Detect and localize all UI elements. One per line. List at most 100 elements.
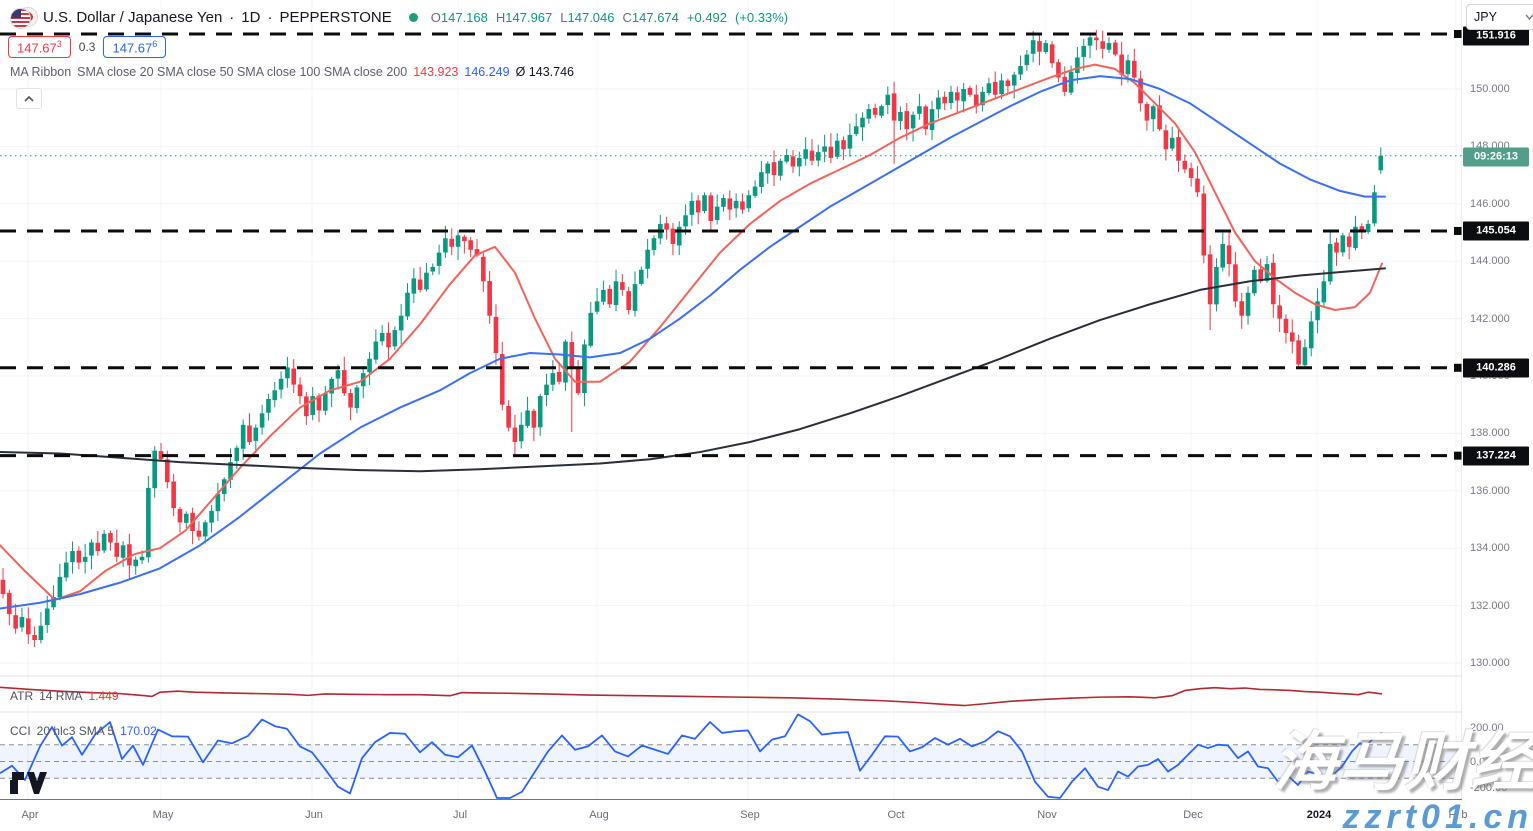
time-label: Oct — [887, 809, 905, 821]
candle-body — [815, 152, 821, 161]
candle-body — [929, 109, 935, 130]
atr-line — [0, 686, 1383, 707]
candle-body — [285, 367, 290, 379]
tradingview-logo-icon[interactable] — [10, 772, 47, 794]
cci-tick: 0.00 — [1470, 755, 1492, 768]
ma-ribbon-legend[interactable]: MA Ribbon SMA close 20 SMA close 50 SMA … — [10, 65, 574, 79]
time-label: Nov — [1037, 809, 1057, 821]
candle-body — [335, 370, 341, 379]
candle-body — [1315, 301, 1320, 321]
price-tick: 146.000 — [1470, 197, 1510, 210]
candle-body — [531, 410, 537, 428]
candle-body — [822, 146, 827, 152]
candle-body — [733, 200, 739, 209]
candle-body — [1144, 103, 1150, 121]
candle-body — [398, 315, 404, 331]
candle-body — [1056, 62, 1061, 78]
sell-button[interactable]: 147.673 — [8, 36, 71, 59]
candle-body — [955, 92, 960, 101]
candle-body — [847, 134, 853, 149]
candle-body — [493, 316, 499, 354]
candle-body — [1308, 321, 1314, 349]
candle-body — [620, 282, 625, 290]
candle-body — [101, 533, 107, 551]
sma50-value: 146.249 — [464, 65, 510, 79]
candle-body — [1207, 254, 1213, 305]
candle-body — [1258, 269, 1263, 282]
candle-body — [992, 81, 998, 95]
time-label: Jul — [452, 809, 468, 821]
candle-body — [948, 91, 954, 104]
timeframe-label[interactable]: 1D — [241, 8, 261, 26]
candle-body — [626, 291, 631, 310]
candle-body — [582, 344, 587, 394]
candle-body — [778, 160, 783, 176]
candle-body — [196, 530, 202, 537]
candle-body — [575, 367, 581, 394]
candle-body — [853, 126, 859, 134]
candle-body — [165, 459, 170, 483]
candle-body — [7, 592, 12, 615]
candle-body — [512, 427, 518, 443]
candle-body — [910, 114, 916, 129]
candle-body — [234, 447, 240, 461]
candle-body — [967, 87, 973, 95]
candle-body — [278, 378, 284, 390]
exchange-label: PEPPERSTONE — [279, 8, 392, 26]
candle-body — [348, 392, 353, 408]
candle-body — [651, 238, 657, 251]
collapse-indicators-button[interactable] — [16, 88, 42, 109]
candle-body — [120, 545, 126, 558]
candle-body — [1176, 137, 1181, 161]
symbol-legend[interactable]: U.S. Dollar / Japanese Yen · 1D · PEPPER… — [10, 7, 788, 29]
candle-body — [740, 201, 745, 210]
buy-button[interactable]: 147.676 — [103, 36, 167, 59]
candle-body — [443, 238, 448, 253]
candle-body — [1005, 80, 1011, 87]
close-value: 147.674 — [631, 9, 679, 25]
candle-body — [1100, 41, 1105, 49]
candle-body — [841, 140, 846, 150]
low-value: 147.046 — [567, 9, 615, 25]
candle-body — [25, 618, 31, 635]
candle-body — [689, 200, 695, 215]
candle-body — [1365, 223, 1371, 233]
candle-body — [973, 94, 979, 107]
candle-body — [430, 266, 436, 272]
candle-body — [1037, 41, 1042, 52]
candle-body — [809, 150, 815, 161]
candle-body — [891, 93, 897, 121]
cci-indicator-legend[interactable]: CCI 20 hlc3 SMA 5 170.02 — [10, 724, 157, 738]
candle-body — [411, 278, 417, 294]
time-label: Aug — [589, 809, 609, 821]
candle-body — [240, 424, 246, 449]
candle-body — [879, 106, 884, 116]
candle-body — [1075, 57, 1080, 74]
candle-body — [341, 370, 347, 394]
candle-body — [714, 206, 720, 221]
time-axis[interactable]: Apr May Jun Jul Aug Sep Oct Nov Dec 2024 Feb — [0, 800, 1533, 831]
candle-body — [310, 396, 315, 415]
price-axis[interactable]: JPY 150.000148.000146.000144.000142.0001… — [1462, 0, 1533, 800]
currency-dropdown[interactable]: JPY — [1466, 4, 1533, 30]
candle-body — [424, 272, 429, 290]
average-value: Ø 143.746 — [515, 65, 574, 79]
candle-body — [1214, 266, 1219, 305]
atr-indicator-legend[interactable]: ATR 14 RMA 1.449 — [10, 689, 119, 703]
candle-body — [247, 425, 252, 443]
candle-body — [702, 195, 707, 212]
candle-body — [146, 487, 151, 558]
candle-body — [177, 509, 183, 523]
candle-body — [797, 157, 802, 167]
candle-body — [1353, 226, 1358, 248]
symbol-title[interactable]: U.S. Dollar / Japanese Yen — [43, 8, 223, 26]
cci-line — [0, 713, 1383, 799]
candle-body — [1068, 71, 1074, 93]
separator-dot: · — [267, 8, 273, 26]
candle-body — [57, 576, 63, 598]
price-level-badge: 151.916 — [1463, 26, 1529, 46]
bar-countdown-badge: 09:26:13 — [1463, 147, 1529, 167]
candle-body — [923, 106, 929, 130]
